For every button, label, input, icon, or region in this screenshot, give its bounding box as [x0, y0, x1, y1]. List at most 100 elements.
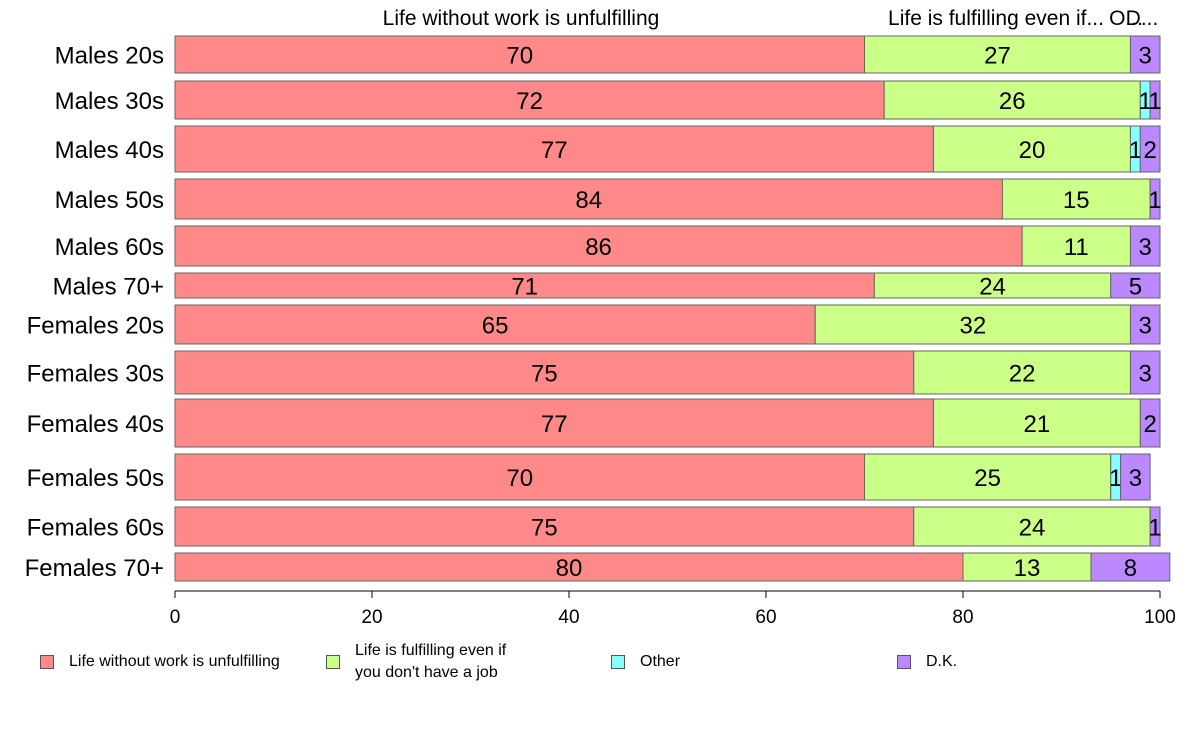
- data-label: 71: [511, 274, 538, 301]
- legend-item: Other: [611, 651, 680, 673]
- bar-segment: [1149, 178, 1161, 220]
- bar-segment: [962, 552, 1092, 582]
- legend-label: Life is fulfilling even if you don't have…: [355, 640, 506, 684]
- data-label: 3: [1139, 43, 1152, 70]
- legend-label: D.K.: [926, 651, 957, 673]
- category-label: Females 40s: [27, 411, 164, 438]
- bar-segment: [1129, 225, 1161, 267]
- bar-segment: [913, 506, 1151, 547]
- bar-segment: [174, 304, 816, 345]
- data-label: 75: [531, 515, 558, 542]
- bar-segment: [174, 506, 915, 547]
- column-header: Life without work is unfulfilling: [383, 7, 660, 30]
- data-label: 1: [1148, 515, 1161, 542]
- category-label: Females 50s: [27, 465, 164, 492]
- legend-label: Other: [640, 651, 680, 673]
- data-label: 3: [1139, 361, 1152, 388]
- data-label: 26: [999, 88, 1026, 115]
- data-label: 27: [984, 43, 1011, 70]
- category-label: Females 60s: [27, 515, 164, 542]
- bar-segment: [174, 350, 915, 395]
- category-label: Males 50s: [55, 187, 164, 214]
- bar-segment: [174, 398, 934, 448]
- column-header: O...: [1109, 7, 1143, 30]
- data-label: 86: [585, 234, 612, 261]
- legend-label-line: Life without work is unfulfilling: [69, 653, 280, 670]
- x-tick-label: 100: [1144, 607, 1176, 628]
- data-label: 20: [1019, 137, 1046, 164]
- data-label: 8: [1124, 555, 1137, 582]
- column-header: Life is fulfilling even if...: [888, 7, 1104, 30]
- data-label: 24: [1019, 515, 1046, 542]
- bar-segment: [1021, 225, 1131, 267]
- category-label: Males 30s: [55, 88, 164, 115]
- legend-item: D.K.: [897, 651, 957, 673]
- legend-label-line: D.K.: [926, 653, 958, 670]
- category-label: Females 20s: [27, 313, 164, 340]
- data-label: 84: [575, 187, 602, 214]
- x-tick-label: 0: [170, 607, 181, 628]
- data-label: 75: [531, 361, 558, 388]
- data-label: 2: [1143, 411, 1156, 438]
- data-label: 70: [506, 465, 533, 492]
- data-label: 3: [1129, 465, 1142, 492]
- bar-segment: [864, 453, 1112, 501]
- data-label: 65: [482, 313, 509, 340]
- bar-segment: [883, 80, 1141, 120]
- data-label: 70: [506, 43, 533, 70]
- legend-label-line: Other: [640, 653, 681, 670]
- legend-label-line: Life is fulfilling even if: [355, 642, 507, 659]
- bar-segment: [174, 552, 964, 582]
- data-label: 72: [516, 88, 543, 115]
- bar-segment: [174, 125, 934, 173]
- bar-segment: [174, 225, 1023, 267]
- category-labels: Males 20s Males 30s Males 40s Males 50s Male…: [25, 43, 164, 583]
- data-label: 5: [1129, 274, 1142, 301]
- data-label: 24: [979, 274, 1006, 301]
- bar-segment: [1149, 506, 1161, 547]
- column-headers: Life without work is unfulfilling Life is…: [383, 7, 1159, 30]
- column-header: D...: [1126, 7, 1159, 30]
- bar-segment: [1001, 178, 1151, 220]
- bar-segment: [1129, 304, 1161, 345]
- legend-swatch: [897, 655, 911, 669]
- legend-label: Life without work is unfulfilling: [69, 651, 280, 673]
- data-label: 11: [1064, 234, 1089, 261]
- bar-segment: [174, 453, 865, 501]
- data-label: 1: [1148, 88, 1161, 115]
- data-label: 3: [1139, 234, 1152, 261]
- bar-segment: [1139, 398, 1161, 448]
- bar-segment: [1149, 80, 1161, 120]
- x-tick-label: 80: [952, 607, 973, 628]
- legend-swatch: [40, 655, 54, 669]
- legend-label-line: you don't have a job: [355, 664, 498, 681]
- data-label: 32: [959, 313, 986, 340]
- x-tick-label: 20: [361, 607, 382, 628]
- category-label: Females 70+: [25, 555, 164, 582]
- x-tick-label: 40: [558, 607, 579, 628]
- category-label: Females 30s: [27, 361, 164, 388]
- bar-segment: [1139, 125, 1161, 173]
- bar-segment: [1120, 453, 1151, 501]
- x-tick-label: 60: [755, 607, 776, 628]
- data-label: 1: [1148, 187, 1161, 214]
- data-label: 2: [1143, 137, 1156, 164]
- bar-segment: [932, 125, 1131, 173]
- data-label: 77: [541, 411, 568, 438]
- legend-swatch: [326, 655, 340, 669]
- x-axis: 0 20 40 60 80 100: [170, 590, 1176, 628]
- data-label: 77: [541, 137, 568, 164]
- data-label: 1: [1109, 465, 1122, 492]
- category-label: Males 60s: [55, 234, 164, 261]
- data-label: 1: [1129, 137, 1142, 164]
- bar-segment: [1110, 272, 1161, 299]
- legend-item: Life without work is unfulfilling: [40, 651, 280, 673]
- bar-segment: [1129, 35, 1161, 74]
- legend: Life without work is unfulfilling Life is…: [0, 638, 1188, 698]
- bar-segment: [1129, 350, 1161, 395]
- data-label: 13: [1014, 555, 1041, 582]
- data-label: 15: [1063, 187, 1090, 214]
- data-label: 22: [1009, 361, 1036, 388]
